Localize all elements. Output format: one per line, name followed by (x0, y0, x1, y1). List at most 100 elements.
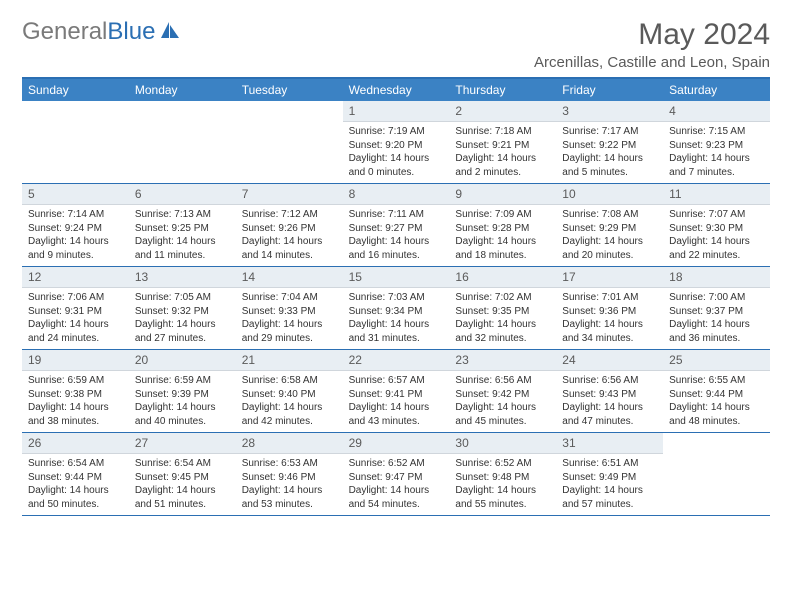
day-body: Sunrise: 6:56 AMSunset: 9:42 PMDaylight:… (449, 371, 556, 431)
location: Arcenillas, Castille and Leon, Spain (534, 54, 770, 71)
sunrise-line: Sunrise: 6:58 AM (242, 374, 337, 388)
day-number: 30 (449, 433, 556, 454)
sunset-line: Sunset: 9:49 PM (562, 471, 657, 485)
sunrise-line: Sunrise: 7:01 AM (562, 291, 657, 305)
day-number: 26 (22, 433, 129, 454)
daylight-line: Daylight: 14 hours and 2 minutes. (455, 152, 550, 179)
week-row: 12Sunrise: 7:06 AMSunset: 9:31 PMDayligh… (22, 267, 770, 350)
day-cell: 28Sunrise: 6:53 AMSunset: 9:46 PMDayligh… (236, 433, 343, 515)
sunrise-line: Sunrise: 6:53 AM (242, 457, 337, 471)
day-cell: 1Sunrise: 7:19 AMSunset: 9:20 PMDaylight… (343, 101, 450, 183)
daylight-line: Daylight: 14 hours and 16 minutes. (349, 235, 444, 262)
sunset-line: Sunset: 9:30 PM (669, 222, 764, 236)
daylight-line: Daylight: 14 hours and 38 minutes. (28, 401, 123, 428)
sunset-line: Sunset: 9:24 PM (28, 222, 123, 236)
day-number: 17 (556, 267, 663, 288)
day-cell: 12Sunrise: 7:06 AMSunset: 9:31 PMDayligh… (22, 267, 129, 349)
day-cell: 2Sunrise: 7:18 AMSunset: 9:21 PMDaylight… (449, 101, 556, 183)
day-cell: 17 Sunrise: 7:01 AMSunset: 9:36 PMDayligh… (556, 267, 663, 349)
day-cell-empty (129, 101, 236, 183)
sunset-line: Sunset: 9:45 PM (135, 471, 230, 485)
day-cell: 24Sunrise: 6:56 AMSunset: 9:43 PMDayligh… (556, 350, 663, 432)
day-body: Sunrise: 7:08 AMSunset: 9:29 PMDaylight:… (556, 205, 663, 265)
sunset-line: Sunset: 9:29 PM (562, 222, 657, 236)
sunset-line: Sunset: 9:20 PM (349, 139, 444, 153)
day-number: 27 (129, 433, 236, 454)
daylight-line: Daylight: 14 hours and 11 minutes. (135, 235, 230, 262)
day-body: Sunrise: 7:06 AMSunset: 9:31 PMDaylight:… (22, 288, 129, 348)
weekday-sunday: Sunday (22, 79, 129, 101)
sunset-line: Sunset: 9:32 PM (135, 305, 230, 319)
day-number: 22 (343, 350, 450, 371)
sunrise-line: Sunrise: 6:54 AM (135, 457, 230, 471)
day-number: 14 (236, 267, 343, 288)
sunrise-line: Sunrise: 7:17 AM (562, 125, 657, 139)
sunrise-line: Sunrise: 7:02 AM (455, 291, 550, 305)
sunrise-line: Sunrise: 6:51 AM (562, 457, 657, 471)
day-body: Sunrise: 6:55 AMSunset: 9:44 PMDaylight:… (663, 371, 770, 431)
sunset-line: Sunset: 9:23 PM (669, 139, 764, 153)
day-cell: 20Sunrise: 6:59 AMSunset: 9:39 PMDayligh… (129, 350, 236, 432)
day-number: 20 (129, 350, 236, 371)
sunset-line: Sunset: 9:38 PM (28, 388, 123, 402)
day-body: Sunrise: 7:13 AMSunset: 9:25 PMDaylight:… (129, 205, 236, 265)
weekday-saturday: Saturday (663, 79, 770, 101)
day-number: 25 (663, 350, 770, 371)
day-body: Sunrise: 7:12 AMSunset: 9:26 PMDaylight:… (236, 205, 343, 265)
day-body: Sunrise: 7:04 AMSunset: 9:33 PMDaylight:… (236, 288, 343, 348)
daylight-line: Daylight: 14 hours and 42 minutes. (242, 401, 337, 428)
day-number: 28 (236, 433, 343, 454)
sunrise-line: Sunrise: 7:12 AM (242, 208, 337, 222)
day-body: Sunrise: 7:17 AMSunset: 9:22 PMDaylight:… (556, 122, 663, 182)
day-cell: 16Sunrise: 7:02 AMSunset: 9:35 PMDayligh… (449, 267, 556, 349)
day-body: Sunrise: 7:03 AMSunset: 9:34 PMDaylight:… (343, 288, 450, 348)
daylight-line: Daylight: 14 hours and 57 minutes. (562, 484, 657, 511)
daylight-line: Daylight: 14 hours and 29 minutes. (242, 318, 337, 345)
sunset-line: Sunset: 9:36 PM (562, 305, 657, 319)
day-number: 19 (22, 350, 129, 371)
sunrise-line: Sunrise: 6:52 AM (349, 457, 444, 471)
sunrise-line: Sunrise: 7:14 AM (28, 208, 123, 222)
day-body: Sunrise: 6:58 AMSunset: 9:40 PMDaylight:… (236, 371, 343, 431)
day-number: 12 (22, 267, 129, 288)
day-number: 11 (663, 184, 770, 205)
day-number: 23 (449, 350, 556, 371)
sunset-line: Sunset: 9:43 PM (562, 388, 657, 402)
sunset-line: Sunset: 9:44 PM (669, 388, 764, 402)
day-cell: 10Sunrise: 7:08 AMSunset: 9:29 PMDayligh… (556, 184, 663, 266)
daylight-line: Daylight: 14 hours and 32 minutes. (455, 318, 550, 345)
daylight-line: Daylight: 14 hours and 43 minutes. (349, 401, 444, 428)
day-body: Sunrise: 6:52 AMSunset: 9:48 PMDaylight:… (449, 454, 556, 514)
sunrise-line: Sunrise: 6:59 AM (28, 374, 123, 388)
day-number: 6 (129, 184, 236, 205)
sunset-line: Sunset: 9:28 PM (455, 222, 550, 236)
day-cell: 30Sunrise: 6:52 AMSunset: 9:48 PMDayligh… (449, 433, 556, 515)
week-row: 5Sunrise: 7:14 AMSunset: 9:24 PMDaylight… (22, 184, 770, 267)
daylight-line: Daylight: 14 hours and 54 minutes. (349, 484, 444, 511)
sunset-line: Sunset: 9:39 PM (135, 388, 230, 402)
daylight-line: Daylight: 14 hours and 34 minutes. (562, 318, 657, 345)
day-body: Sunrise: 7:05 AMSunset: 9:32 PMDaylight:… (129, 288, 236, 348)
day-body: Sunrise: 6:51 AMSunset: 9:49 PMDaylight:… (556, 454, 663, 514)
day-cell: 26Sunrise: 6:54 AMSunset: 9:44 PMDayligh… (22, 433, 129, 515)
day-number: 18 (663, 267, 770, 288)
sunrise-line: Sunrise: 6:56 AM (562, 374, 657, 388)
sail-icon (159, 20, 181, 45)
day-number: 2 (449, 101, 556, 122)
sunset-line: Sunset: 9:48 PM (455, 471, 550, 485)
day-cell: 23Sunrise: 6:56 AMSunset: 9:42 PMDayligh… (449, 350, 556, 432)
sunrise-line: Sunrise: 7:08 AM (562, 208, 657, 222)
week-row: 19Sunrise: 6:59 AMSunset: 9:38 PMDayligh… (22, 350, 770, 433)
month-title: May 2024 (534, 18, 770, 52)
sunset-line: Sunset: 9:35 PM (455, 305, 550, 319)
daylight-line: Daylight: 14 hours and 9 minutes. (28, 235, 123, 262)
daylight-line: Daylight: 14 hours and 7 minutes. (669, 152, 764, 179)
weeks-container: 1Sunrise: 7:19 AMSunset: 9:20 PMDaylight… (22, 101, 770, 516)
sunrise-line: Sunrise: 7:09 AM (455, 208, 550, 222)
daylight-line: Daylight: 14 hours and 45 minutes. (455, 401, 550, 428)
day-body: Sunrise: 7:15 AMSunset: 9:23 PMDaylight:… (663, 122, 770, 182)
daylight-line: Daylight: 14 hours and 47 minutes. (562, 401, 657, 428)
day-number: 29 (343, 433, 450, 454)
daylight-line: Daylight: 14 hours and 55 minutes. (455, 484, 550, 511)
daylight-line: Daylight: 14 hours and 24 minutes. (28, 318, 123, 345)
